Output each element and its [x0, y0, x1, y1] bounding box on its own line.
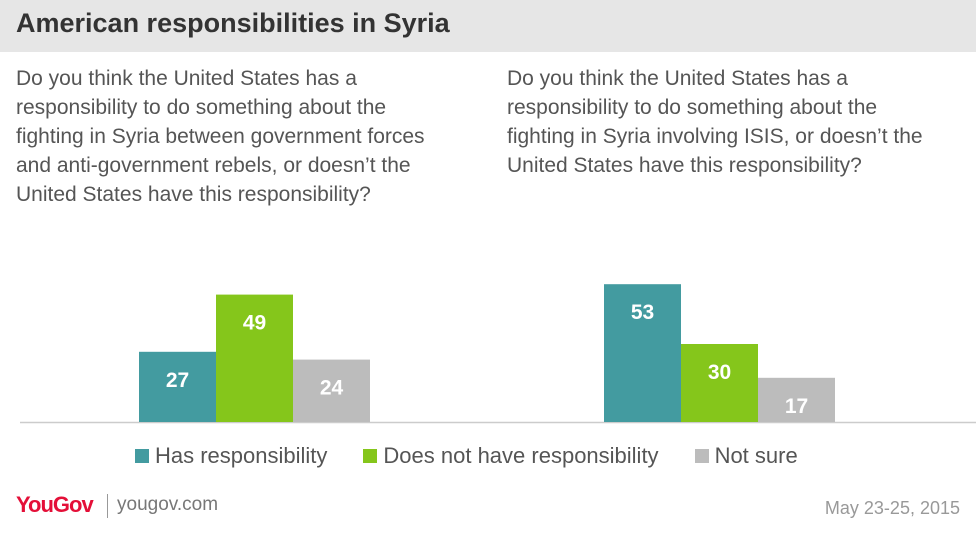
- legend-label-not-sure: Not sure: [714, 443, 798, 468]
- bar-chart: 27 49 24 53 30 17: [20, 284, 976, 424]
- survey-date: May 23-25, 2015: [824, 498, 960, 518]
- legend-item-does-not: Does not have responsibility: [363, 443, 659, 469]
- legend-swatch-does-not: [363, 449, 378, 463]
- legend: Has responsibility Does not have respons…: [135, 443, 834, 469]
- footer-divider: [107, 494, 108, 518]
- legend-item-not-sure: Not sure: [694, 443, 798, 469]
- legend-swatch-has: [135, 449, 149, 463]
- data-label-q1-not-sure: 24: [320, 377, 344, 400]
- bar-q2-has: [604, 284, 681, 422]
- legend-swatch-not-sure: [694, 449, 709, 463]
- data-label-q2-not-sure: 17: [785, 395, 808, 418]
- data-label-q1-has: 27: [166, 369, 189, 392]
- data-label-q2-does-not: 30: [708, 361, 731, 384]
- title-bar: American responsibilities in Syria: [0, 0, 976, 52]
- data-label-q2-has: 53: [631, 301, 654, 324]
- bar-q1-not-sure: [293, 359, 370, 422]
- question-right: Do you think the United States has a res…: [507, 67, 923, 177]
- yougov-logo: YouGov: [16, 492, 94, 517]
- bar-q2-not-sure: [758, 377, 835, 422]
- bar-q1-does-not: [216, 294, 293, 422]
- data-label-q1-does-not: 49: [243, 312, 266, 335]
- site-link[interactable]: yougov.com: [117, 494, 219, 515]
- question-left: Do you think the United States has a res…: [16, 67, 425, 206]
- legend-item-has: Has responsibility: [135, 443, 327, 469]
- page-title: American responsibilities in Syria: [16, 8, 450, 38]
- bar-q1-has: [139, 351, 216, 422]
- legend-label-has: Has responsibility: [155, 443, 328, 468]
- bar-q2-does-not: [681, 344, 758, 422]
- legend-label-does-not: Does not have responsibility: [383, 443, 659, 468]
